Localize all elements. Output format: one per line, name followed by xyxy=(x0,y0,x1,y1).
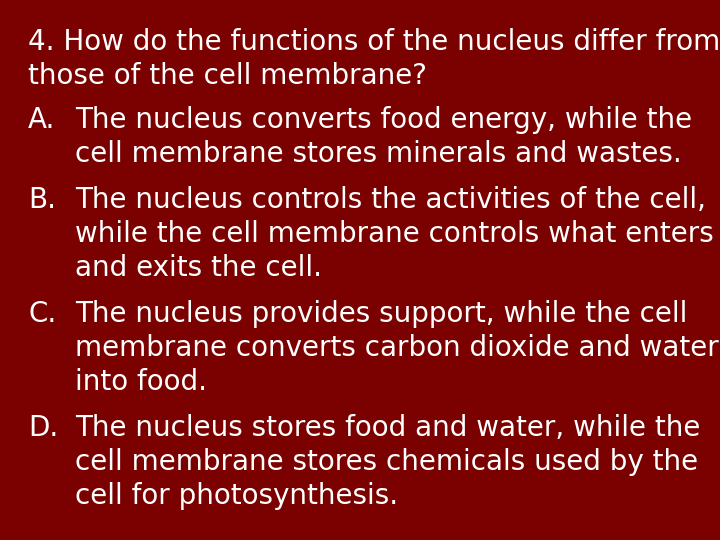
Text: those of the cell membrane?: those of the cell membrane? xyxy=(28,62,427,90)
Text: The nucleus stores food and water, while the: The nucleus stores food and water, while… xyxy=(75,414,701,442)
Text: B.: B. xyxy=(28,186,56,214)
Text: and exits the cell.: and exits the cell. xyxy=(75,254,322,282)
Text: membrane converts carbon dioxide and water: membrane converts carbon dioxide and wat… xyxy=(75,334,719,362)
Text: cell for photosynthesis.: cell for photosynthesis. xyxy=(75,482,398,510)
Text: cell membrane stores minerals and wastes.: cell membrane stores minerals and wastes… xyxy=(75,140,682,168)
Text: The nucleus provides support, while the cell: The nucleus provides support, while the … xyxy=(75,300,688,328)
Text: The nucleus converts food energy, while the: The nucleus converts food energy, while … xyxy=(75,106,692,134)
Text: cell membrane stores chemicals used by the: cell membrane stores chemicals used by t… xyxy=(75,448,698,476)
Text: D.: D. xyxy=(28,414,58,442)
Text: A.: A. xyxy=(28,106,55,134)
Text: C.: C. xyxy=(28,300,56,328)
Text: The nucleus controls the activities of the cell,: The nucleus controls the activities of t… xyxy=(75,186,706,214)
Text: while the cell membrane controls what enters: while the cell membrane controls what en… xyxy=(75,220,714,248)
Text: 4. How do the functions of the nucleus differ from: 4. How do the functions of the nucleus d… xyxy=(28,28,720,56)
Text: into food.: into food. xyxy=(75,368,207,396)
